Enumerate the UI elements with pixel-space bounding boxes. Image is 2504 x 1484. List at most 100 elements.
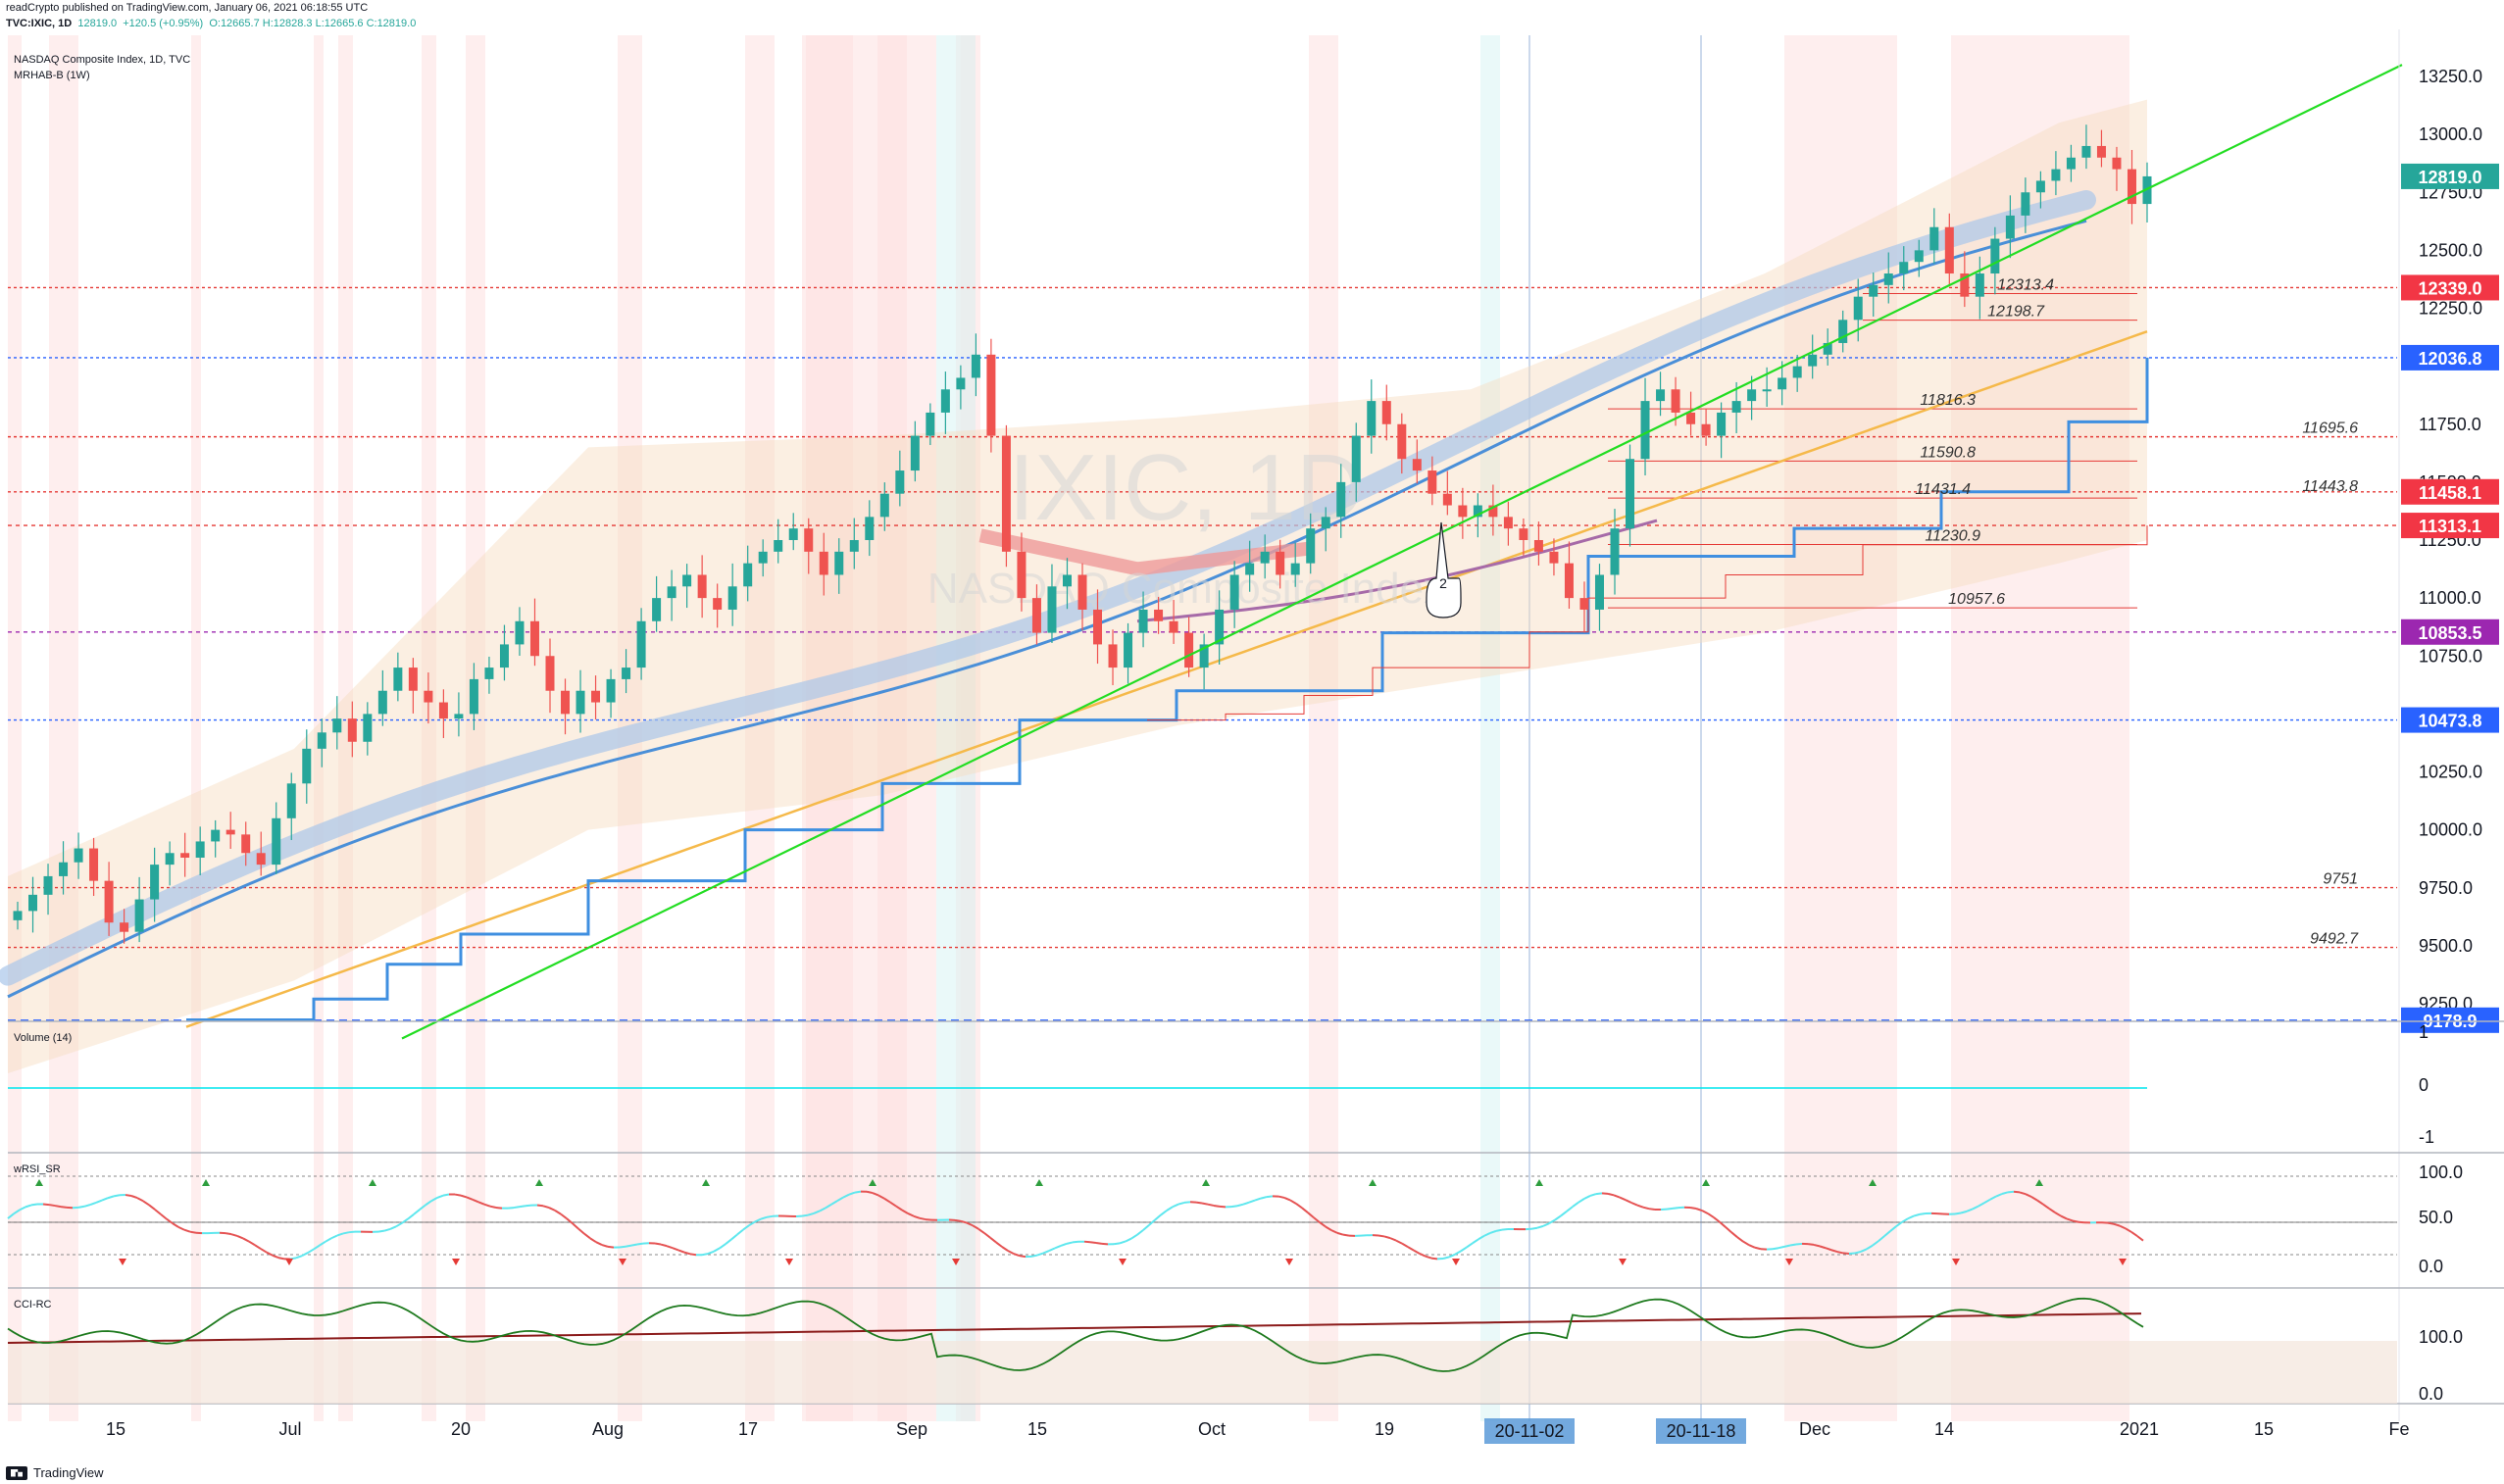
rsi-arrow bbox=[1952, 1259, 1960, 1265]
rsi-line bbox=[348, 1230, 356, 1234]
rsi-line bbox=[1407, 1246, 1415, 1252]
rsi-line bbox=[1819, 1245, 1827, 1250]
rsi-line bbox=[2113, 1222, 2121, 1227]
rsi-line bbox=[1642, 1206, 1650, 1211]
rsi-line bbox=[619, 1245, 626, 1249]
candle-body bbox=[1610, 528, 1620, 575]
rsi-arrow bbox=[1285, 1259, 1293, 1265]
rsi-line bbox=[889, 1201, 897, 1208]
candle-body bbox=[529, 620, 539, 657]
rsi-line bbox=[1413, 1249, 1421, 1255]
rsi-line bbox=[2078, 1220, 2085, 1224]
rsi-arrow bbox=[1119, 1259, 1127, 1265]
rsi-line bbox=[2042, 1203, 2050, 1210]
indicator-title: MRHAB-B (1W) bbox=[14, 70, 90, 81]
rsi-line bbox=[2048, 1208, 2056, 1213]
candle-body bbox=[849, 540, 859, 552]
rsi-line bbox=[77, 1205, 85, 1209]
rsi-line bbox=[1389, 1237, 1397, 1242]
cci-tick: 100.0 bbox=[2419, 1327, 2463, 1347]
rsi-line bbox=[589, 1237, 597, 1244]
rsi-arrow bbox=[535, 1179, 543, 1186]
candle-body bbox=[1427, 470, 1437, 494]
highlight-band bbox=[466, 35, 485, 1421]
rsi-line bbox=[1048, 1247, 1056, 1252]
candle-body bbox=[865, 517, 875, 540]
rsi-line bbox=[525, 1204, 532, 1208]
rsi-line bbox=[1042, 1250, 1050, 1255]
price-tag-bg bbox=[2401, 274, 2499, 301]
rsi-line bbox=[1289, 1199, 1297, 1205]
rsi-line bbox=[425, 1200, 432, 1207]
rsi-arrow bbox=[702, 1179, 710, 1186]
candle-body bbox=[1473, 505, 1482, 518]
cci-line bbox=[7, 1297, 2144, 1372]
candle-body bbox=[1138, 609, 1148, 633]
rsi-line bbox=[242, 1237, 250, 1243]
rsi-line bbox=[1978, 1202, 1985, 1208]
candle-body bbox=[2051, 169, 2061, 181]
rsi-line bbox=[1019, 1255, 1027, 1259]
rsi-line bbox=[1707, 1212, 1715, 1218]
rsi-line bbox=[1613, 1194, 1621, 1199]
trendline-group[interactable] bbox=[401, 64, 2403, 1040]
rsi-line bbox=[1607, 1192, 1615, 1197]
rsi-line bbox=[1483, 1232, 1491, 1237]
ma-red-ribbon bbox=[978, 528, 1315, 576]
time-tick: 2021 bbox=[2120, 1419, 2159, 1439]
rsi-line bbox=[2072, 1219, 2079, 1223]
candle-body bbox=[1838, 320, 1848, 343]
rsi-line bbox=[1501, 1228, 1509, 1231]
candle-body bbox=[1533, 540, 1543, 552]
candle-body bbox=[180, 853, 190, 859]
rsi-line bbox=[1177, 1201, 1185, 1206]
price-tag-label: 10853.5 bbox=[2418, 623, 2481, 643]
rsi-line bbox=[2036, 1199, 2044, 1206]
time-tick: Fe bbox=[2388, 1419, 2409, 1439]
rsi-arrow bbox=[1702, 1179, 1710, 1186]
rsi-line bbox=[813, 1210, 821, 1214]
candle-body bbox=[1215, 609, 1225, 645]
price-tag-bg bbox=[2401, 1007, 2499, 1033]
time-tick: 15 bbox=[2254, 1419, 2274, 1439]
rsi-line bbox=[807, 1212, 815, 1216]
rsi-line bbox=[442, 1193, 450, 1197]
candle-body bbox=[1792, 366, 1802, 378]
price-tag-bg bbox=[2401, 478, 2499, 505]
rsi-arrow bbox=[369, 1179, 376, 1186]
rsi-line bbox=[1554, 1214, 1562, 1221]
price-tag-bg bbox=[2401, 618, 2499, 645]
price-axis[interactable]: 13250.013000.012750.012500.012250.011750… bbox=[2398, 29, 2482, 1421]
rsi-line bbox=[183, 1228, 191, 1233]
candle-body bbox=[2142, 175, 2152, 205]
rsi-line bbox=[1736, 1236, 1744, 1243]
rsi-line bbox=[1995, 1193, 2003, 1198]
time-tick: 15 bbox=[1027, 1419, 1047, 1439]
rsi-line bbox=[960, 1219, 968, 1224]
rsi-line bbox=[1142, 1224, 1150, 1231]
rsi-line bbox=[1489, 1229, 1497, 1234]
rsi-line bbox=[1154, 1213, 1162, 1221]
rsi-line bbox=[672, 1247, 679, 1252]
candle-body bbox=[1260, 551, 1270, 564]
time-axis[interactable]: 15 Jul 20 Aug 17 Sep 15 Oct 19 Dec 14 2021 15 Fe 20-11… bbox=[106, 1418, 2410, 1444]
rsi-line bbox=[666, 1245, 674, 1250]
rsi-line bbox=[1342, 1233, 1350, 1237]
level-label: 11816.3 bbox=[1920, 392, 1976, 409]
rsi-line bbox=[1260, 1196, 1268, 1200]
rsi-arrow bbox=[1535, 1179, 1543, 1186]
rsi-line bbox=[754, 1217, 762, 1223]
rsi-line bbox=[2066, 1217, 2074, 1222]
tradingview-branding[interactable]: TradingView bbox=[6, 1465, 104, 1480]
rsi-line bbox=[1401, 1242, 1409, 1248]
rsi-line bbox=[1807, 1243, 1815, 1246]
highlight-band bbox=[936, 35, 976, 1421]
rsi-line bbox=[1254, 1197, 1262, 1202]
annotation-balloon[interactable]: 2 bbox=[1426, 521, 1462, 618]
rsi-line bbox=[19, 1206, 26, 1212]
candle-body bbox=[1762, 389, 1772, 392]
rsi-line bbox=[1578, 1198, 1585, 1204]
rsi-line bbox=[566, 1217, 574, 1225]
rsi-line bbox=[1066, 1241, 1074, 1245]
chart-canvas[interactable]: IXIC, 1D NASDAQ Composite Index 12313.41… bbox=[0, 29, 2504, 1480]
